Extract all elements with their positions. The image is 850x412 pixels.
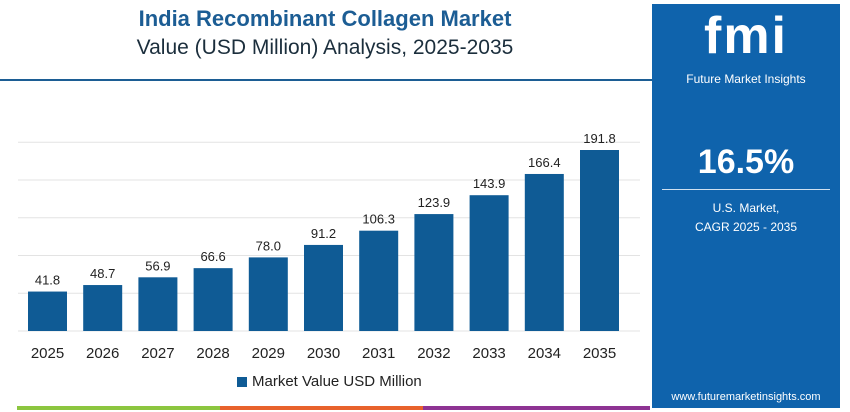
x-tick-2035: 2035 <box>583 345 616 362</box>
x-tick-2031: 2031 <box>362 345 395 362</box>
website-link[interactable]: www.futuremarketinsights.com <box>671 391 821 403</box>
bar-2035 <box>580 150 619 331</box>
brand-name: Future Market Insights <box>686 72 806 86</box>
chart-title: India Recombinant Collagen Market <box>138 6 512 31</box>
data-label-2035: 191.8 <box>583 131 616 146</box>
data-label-2028: 66.6 <box>200 249 225 264</box>
data-label-2026: 48.7 <box>90 266 115 281</box>
data-label-2031: 106.3 <box>362 212 395 227</box>
title-divider <box>0 79 652 81</box>
cagr-panel: fmi Future Market Insights 16.5% U.S. Ma… <box>652 4 840 408</box>
footer-strip-purple <box>423 406 650 410</box>
data-label-2027: 56.9 <box>145 258 170 273</box>
x-tick-2032: 2032 <box>417 345 450 362</box>
x-tick-2025: 2025 <box>31 345 64 362</box>
bar-2029 <box>248 257 288 331</box>
data-label-2029: 78.0 <box>256 238 281 253</box>
data-label-2034: 166.4 <box>528 155 561 170</box>
x-tick-2027: 2027 <box>141 345 174 362</box>
x-tick-2033: 2033 <box>472 345 505 362</box>
x-tick-2029: 2029 <box>252 345 285 362</box>
x-tick-2028: 2028 <box>196 345 229 362</box>
bar-2033 <box>469 195 509 331</box>
bar-2030 <box>304 244 343 331</box>
x-tick-2034: 2034 <box>528 345 561 362</box>
bar-2028 <box>193 268 233 331</box>
x-tick-2030: 2030 <box>307 345 340 362</box>
footer-strip-orange <box>220 406 423 410</box>
legend-swatch <box>237 376 247 387</box>
cagr-label-period: CAGR 2025 - 2035 <box>694 220 798 234</box>
footer-strip-green <box>17 406 220 410</box>
bar-2027 <box>138 277 178 331</box>
x-tick-2026: 2026 <box>86 345 119 362</box>
data-label-2030: 91.2 <box>311 226 336 241</box>
panel-divider <box>662 189 830 190</box>
cagr-label-market: U.S. Market, <box>712 201 780 215</box>
legend-label: Market Value USD Million <box>252 373 422 390</box>
fmi-logo: fmi <box>704 7 788 65</box>
bar-2032 <box>414 214 454 331</box>
bar-2025 <box>28 291 67 331</box>
data-label-2033: 143.9 <box>473 176 506 191</box>
bar-2026 <box>83 285 123 331</box>
bar-2034 <box>524 173 564 331</box>
chart-subtitle: Value (USD Million) Analysis, 2025-2035 <box>136 36 514 59</box>
data-label-2032: 123.9 <box>418 195 451 210</box>
bar-chart: 41.8 2025 48.7 2026 56.9 2027 66.6 2028 78.0 2029… <box>18 131 640 362</box>
bar-2031 <box>359 230 399 331</box>
data-label-2025: 41.8 <box>35 273 60 288</box>
legend: Market Value USD Million <box>237 373 422 390</box>
cagr-value: 16.5% <box>697 143 795 181</box>
